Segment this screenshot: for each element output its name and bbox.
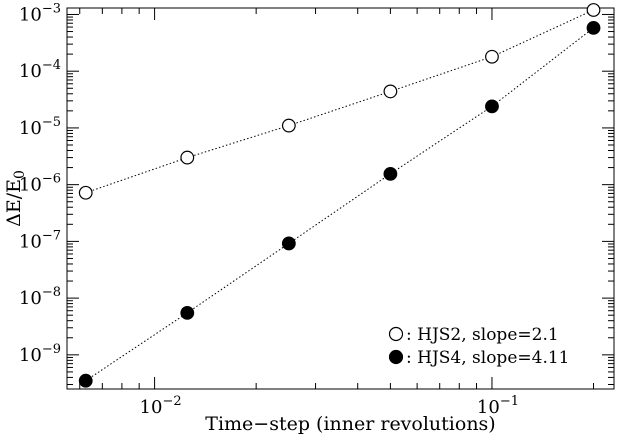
legend: : HJS2, slope=2.1 : HJS4, slope=4.11 xyxy=(388,325,569,368)
y-tick-label-base: 10 xyxy=(19,61,42,82)
plot-area-border xyxy=(66,7,615,390)
data-point-open-circle xyxy=(383,84,398,99)
y-tick-label-exponent: −5 xyxy=(42,115,61,130)
x-tick-label-base: 10 xyxy=(477,397,500,418)
y-tick-label-base: 10 xyxy=(19,4,42,25)
y-tick-label: 10−4 xyxy=(19,58,61,82)
y-tick-label: 10−5 xyxy=(19,115,61,139)
legend-entry-hjs2: : HJS2, slope=2.1 xyxy=(388,325,559,345)
legend-entry-hjs4: : HJS4, slope=4.11 xyxy=(388,348,569,368)
y-tick-label-base: 10 xyxy=(19,175,42,196)
y-tick-label-base: 10 xyxy=(19,231,42,252)
legend-label-hjs4: : HJS4, slope=4.11 xyxy=(406,348,569,368)
x-tick-label: 10−1 xyxy=(477,394,519,418)
y-tick-label-exponent: −9 xyxy=(42,342,61,357)
data-point-filled-circle xyxy=(78,373,93,388)
legend-marker-filled-circle xyxy=(388,349,404,365)
series-layer xyxy=(78,3,601,388)
y-tick-label-exponent: −6 xyxy=(42,172,61,187)
y-axis-label-main: ΔE/E xyxy=(3,179,25,227)
x-tick-label-base: 10 xyxy=(140,397,163,418)
minor-ticks xyxy=(67,8,614,389)
series-line-1 xyxy=(85,9,594,194)
data-point-filled-circle xyxy=(383,166,398,181)
y-tick-label: 10−3 xyxy=(19,1,61,25)
y-tick-label-base: 10 xyxy=(19,345,42,366)
y-tick-label-base: 10 xyxy=(19,118,42,139)
data-point-filled-circle xyxy=(180,305,195,320)
x-axis-label: Time−step (inner revolutions) xyxy=(205,413,495,434)
x-tick-label: 10−2 xyxy=(140,394,182,418)
data-point-open-circle xyxy=(586,3,601,17)
y-tick-label-exponent: −7 xyxy=(42,228,61,243)
y-tick-label-base: 10 xyxy=(19,288,42,309)
series-line-2 xyxy=(85,27,594,382)
data-point-open-circle xyxy=(78,185,93,200)
tick-labels: 10−310−410−510−610−710−810−910−2 10−1 xyxy=(19,1,519,418)
data-point-open-circle xyxy=(485,49,499,64)
major-ticks xyxy=(67,8,614,389)
x-tick-label-exponent: −1 xyxy=(500,394,519,409)
data-point-filled-circle xyxy=(281,236,296,251)
data-point-open-circle xyxy=(180,150,195,165)
y-tick-label: 10−9 xyxy=(19,342,61,366)
data-point-filled-circle xyxy=(485,99,499,114)
legend-marker-open-circle xyxy=(388,326,404,342)
data-point-open-circle xyxy=(281,118,296,133)
y-tick-label: 10−6 xyxy=(19,172,61,196)
y-tick-label-exponent: −8 xyxy=(42,285,61,300)
x-tick-label-exponent: −2 xyxy=(162,394,181,409)
y-axis-label: ΔE/E0 xyxy=(3,170,28,227)
legend-label-hjs2: : HJS2, slope=2.1 xyxy=(406,325,559,345)
plot-frame xyxy=(66,7,615,390)
y-axis-label-subscript: 0 xyxy=(12,170,28,179)
data-point-filled-circle xyxy=(586,20,601,35)
y-tick-label: 10−7 xyxy=(19,228,61,252)
y-tick-label-exponent: −4 xyxy=(42,58,61,73)
y-tick-label: 10−8 xyxy=(19,285,61,309)
y-tick-label-exponent: −3 xyxy=(42,1,61,16)
